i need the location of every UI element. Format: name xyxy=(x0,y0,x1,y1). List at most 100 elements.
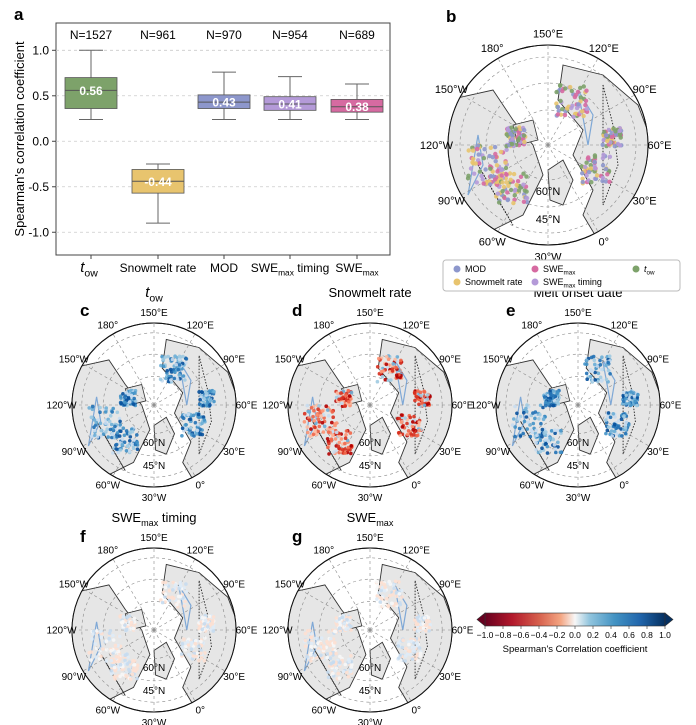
station-dot xyxy=(418,651,423,656)
longitude-label: 30°E xyxy=(647,447,669,458)
station-dot xyxy=(313,653,317,658)
station-dot xyxy=(513,127,518,132)
station-dot xyxy=(554,89,559,95)
station-dot xyxy=(160,584,164,589)
station-dot xyxy=(494,163,500,168)
station-dot xyxy=(339,391,343,395)
station-dot xyxy=(416,423,421,428)
station-dot xyxy=(493,159,498,164)
station-dot xyxy=(400,595,404,599)
station-dot xyxy=(508,187,514,193)
station-dot xyxy=(336,671,341,676)
station-dot xyxy=(184,423,188,427)
station-dot xyxy=(499,173,504,178)
map-title-sub: max xyxy=(141,518,159,528)
station-dot xyxy=(571,114,576,120)
station-dot xyxy=(588,166,594,171)
station-dot xyxy=(524,189,529,194)
station-dot xyxy=(93,642,97,646)
station-dot xyxy=(327,441,331,446)
meridian-line xyxy=(153,629,226,672)
longitude-label: 0° xyxy=(195,481,205,492)
station-dot xyxy=(394,590,399,595)
station-dot xyxy=(135,447,140,452)
station-dot xyxy=(481,181,486,186)
station-dot xyxy=(171,580,175,585)
station-dot xyxy=(122,433,127,438)
station-dot xyxy=(335,391,340,395)
station-dot xyxy=(163,595,167,599)
station-dot xyxy=(608,372,612,376)
station-dot xyxy=(421,622,426,626)
station-dot xyxy=(181,374,186,378)
longitude-label: 30°W xyxy=(358,718,383,725)
station-dot xyxy=(377,591,381,595)
panel-letter-d: d xyxy=(292,301,302,320)
station-dot xyxy=(184,644,188,649)
station-dot xyxy=(604,431,608,436)
longitude-label: 180° xyxy=(521,320,542,331)
station-dot xyxy=(171,588,175,592)
station-dot xyxy=(518,434,523,438)
station-dot xyxy=(583,98,589,104)
station-dot xyxy=(510,133,515,139)
station-dot xyxy=(629,390,633,394)
longitude-label: 60°E xyxy=(236,401,258,412)
station-dot xyxy=(568,84,573,90)
station-dot xyxy=(613,422,617,427)
station-dot xyxy=(604,133,609,138)
legend-label-sub: ow xyxy=(647,270,656,277)
meridian-line xyxy=(82,588,155,631)
station-dot xyxy=(521,182,526,187)
station-dot xyxy=(159,598,163,602)
station-dot xyxy=(615,432,619,436)
station-dot xyxy=(118,419,122,424)
station-dot xyxy=(161,580,165,585)
station-dot xyxy=(400,645,405,650)
station-dot xyxy=(344,627,348,631)
station-dot xyxy=(555,428,560,433)
station-dot xyxy=(541,417,546,422)
station-dot xyxy=(512,188,517,193)
station-dot xyxy=(609,134,615,140)
station-dot xyxy=(211,402,215,407)
meridian-line xyxy=(153,333,196,406)
station-dot xyxy=(505,197,511,202)
station-dot xyxy=(558,98,563,104)
station-dot xyxy=(385,596,389,601)
station-dot xyxy=(331,671,335,676)
river xyxy=(178,359,192,406)
station-dot xyxy=(412,414,416,419)
station-dot xyxy=(517,417,521,421)
station-dot xyxy=(585,358,589,363)
station-dot xyxy=(556,445,560,449)
station-dot xyxy=(176,599,181,604)
station-dot xyxy=(118,662,123,667)
meridian-line xyxy=(153,363,226,406)
station-dot xyxy=(328,651,333,656)
station-dot xyxy=(101,432,106,437)
station-dot xyxy=(309,641,314,646)
station-dot xyxy=(193,420,198,425)
station-dot xyxy=(375,379,380,384)
longitude-label: 0° xyxy=(411,706,421,717)
meridian-line xyxy=(82,629,155,672)
y-tick-label: 1.0 xyxy=(32,43,49,57)
station-dot xyxy=(212,399,216,404)
border-line xyxy=(602,84,619,206)
station-dot xyxy=(553,431,557,436)
station-dot xyxy=(493,154,499,160)
station-dot xyxy=(333,629,338,634)
count-label: N=961 xyxy=(140,28,176,42)
colorbar-tick-label: 0.2 xyxy=(587,630,599,640)
station-dot xyxy=(109,669,114,673)
station-dot xyxy=(503,160,508,165)
station-dot xyxy=(528,423,532,427)
station-dot xyxy=(325,652,330,656)
map-c: 150°E 180° 120°E 150°W 90°E 120°W 60°E 90°W 30°E… xyxy=(46,284,257,504)
latitude-label: 60°N xyxy=(536,186,561,198)
station-dot xyxy=(563,86,568,91)
station-dot xyxy=(189,647,194,651)
station-dot xyxy=(426,615,431,620)
station-dot xyxy=(381,603,386,608)
